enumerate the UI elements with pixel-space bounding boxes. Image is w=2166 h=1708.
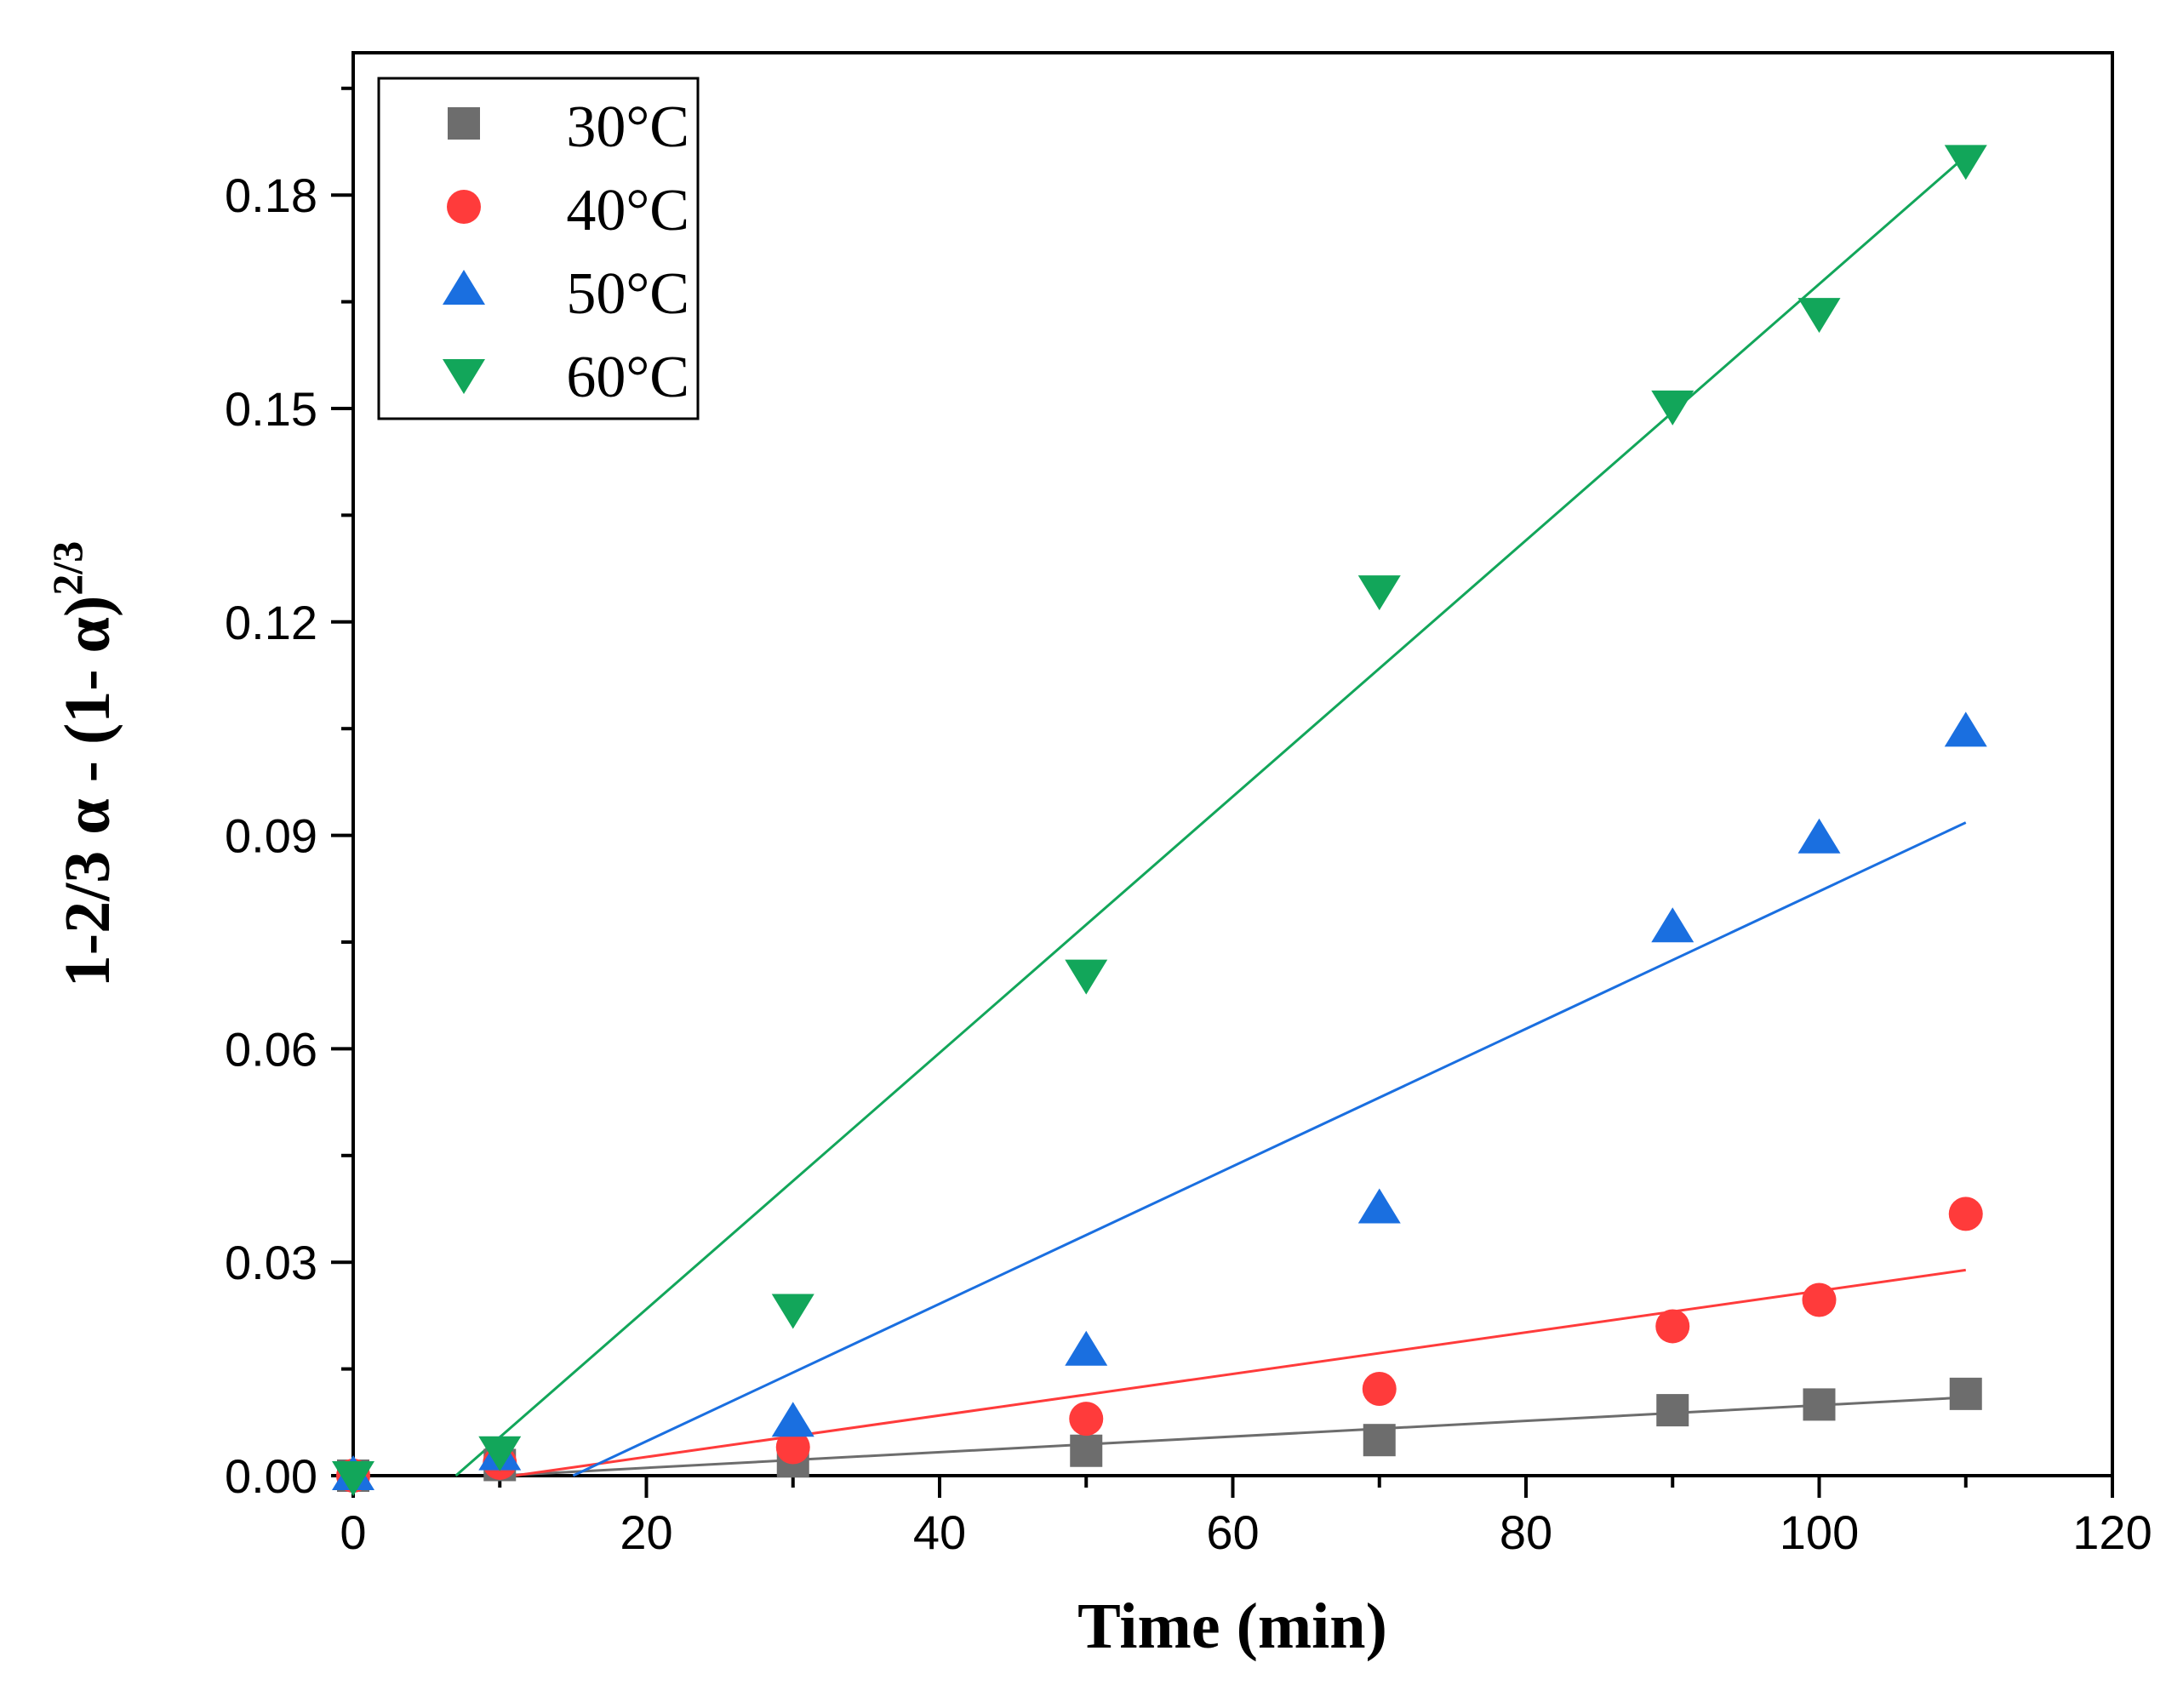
- x-tick-label: 120: [2072, 1505, 2152, 1559]
- legend-box: [377, 77, 700, 420]
- fit-line-50: [572, 821, 1967, 1477]
- y-tick-label: 0.15: [225, 382, 317, 436]
- legend-marker-triangle-up: [443, 270, 485, 305]
- data-point-60: [1944, 145, 1987, 180]
- y-tick-label: 0.06: [225, 1022, 317, 1076]
- legend-label-50: 50°C: [566, 261, 689, 327]
- y-axis-title-superscript: 2/3: [43, 541, 91, 596]
- x-tick-label: 60: [1206, 1505, 1259, 1559]
- data-point-50: [1944, 711, 1987, 747]
- x-axis-title: Time (min): [1077, 1591, 1387, 1662]
- legend-marker-circle-shape: [447, 190, 481, 224]
- data-point-40: [1362, 1372, 1397, 1407]
- data-point-60: [478, 1436, 522, 1471]
- x-tick-label: 40: [913, 1505, 966, 1559]
- data-point-40: [1655, 1309, 1690, 1344]
- legend-marker-circle: [447, 190, 481, 224]
- data-points: [332, 145, 1987, 1496]
- fit-lines: [454, 155, 1967, 1477]
- x-tick-label: 100: [1780, 1505, 1859, 1559]
- x-tick-label: 20: [620, 1505, 672, 1559]
- y-tick-label: 0.03: [225, 1236, 317, 1289]
- data-point-40: [1948, 1197, 1983, 1231]
- x-tick-label: 0: [340, 1505, 366, 1559]
- data-point-50: [1065, 1330, 1108, 1366]
- legend-item-60: 60°C: [443, 345, 689, 410]
- legend: 30°C 40°C 50°C 60°C: [377, 77, 700, 420]
- data-point-50: [1651, 907, 1695, 943]
- y-tick-label: 0.09: [225, 809, 317, 863]
- y-axis-title-main: 1-2/3 α - (1- α): [52, 596, 123, 988]
- legend-item-50: 50°C: [443, 261, 689, 327]
- data-point-60: [771, 1294, 814, 1329]
- data-point-50: [1357, 1188, 1401, 1224]
- y-axis-title: 1-2/3 α - (1- α)2/3: [43, 541, 123, 987]
- legend-marker-triangle-down-shape: [443, 359, 485, 394]
- legend-item-40: 40°C: [447, 178, 689, 243]
- fit-line-40: [514, 1268, 1966, 1477]
- data-point-50: [771, 1402, 814, 1437]
- data-point-60: [1797, 298, 1841, 334]
- legend-marker-triangle-up-shape: [443, 270, 485, 305]
- legend-label-30: 30°C: [566, 94, 689, 160]
- legend-item-30: 30°C: [448, 94, 689, 160]
- data-point-30: [1656, 1394, 1689, 1427]
- data-point-60: [1651, 390, 1695, 426]
- data-point-40: [775, 1430, 810, 1465]
- data-point-60: [1065, 959, 1108, 995]
- legend-marker-triangle-down: [443, 359, 485, 394]
- data-point-60: [1357, 575, 1401, 611]
- legend-label-60: 60°C: [566, 345, 689, 410]
- data-point-40: [1069, 1402, 1104, 1437]
- fit-line-60: [454, 155, 1967, 1477]
- data-point-30: [1949, 1377, 1982, 1410]
- y-tick-label: 0.12: [225, 596, 317, 649]
- x-tick-label: 80: [1500, 1505, 1552, 1559]
- data-point-30: [1803, 1388, 1836, 1421]
- data-point-40: [1802, 1282, 1837, 1317]
- data-point-50: [1797, 818, 1841, 854]
- data-point-30: [1070, 1434, 1103, 1467]
- y-tick-label: 0.18: [225, 169, 317, 222]
- data-point-30: [1363, 1424, 1396, 1457]
- y-tick-label: 0.00: [225, 1449, 317, 1503]
- legend-marker-square-shape: [448, 107, 480, 140]
- legend-label-40: 40°C: [566, 178, 689, 243]
- legend-marker-square: [448, 107, 480, 140]
- fit-line-30: [500, 1396, 1966, 1477]
- axis-ticks: 0 20 40 60 80 100 120 0.00 0.03 0.06 0.09 0.12 0.15 0…: [225, 86, 2152, 1559]
- data-point-60: [332, 1461, 374, 1496]
